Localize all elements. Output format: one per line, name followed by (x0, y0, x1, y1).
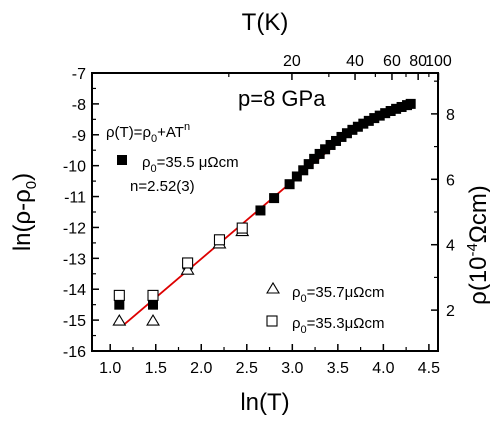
filled-square-point (298, 165, 309, 176)
right-axis-label: ρ(10-4Ωcm) (464, 185, 490, 305)
open-square-point (147, 289, 159, 301)
bottom-axis-ticks: 1.0 1.5 2.0 2.5 3.0 3.5 4.0 4.5 (99, 344, 440, 377)
filled-square-point (303, 159, 314, 170)
open-triangle-point (180, 263, 195, 275)
filled-square-point (352, 121, 363, 132)
filled-square-point (363, 115, 374, 126)
legend-filled-square-marker (117, 155, 127, 165)
filled-square-point (369, 113, 380, 124)
filled-square-point (331, 135, 342, 146)
rho0-main-annotation: ρ0=35.5 μΩcm (142, 154, 239, 175)
top-tick-label: 60 (383, 53, 401, 70)
open-triangle-point (112, 314, 127, 326)
open-square-point (113, 289, 125, 301)
filled-square-point (405, 98, 416, 109)
filled-square-point (374, 110, 385, 121)
filled-square-point (255, 205, 266, 216)
x-tick-label: 1.0 (99, 360, 121, 377)
open-triangle-point (146, 314, 160, 326)
filled-square-point (148, 299, 159, 310)
right-tick-label: 2 (446, 303, 455, 320)
filled-square-point (336, 131, 347, 142)
right-tick-label: 4 (446, 238, 455, 255)
x-tick-label: 2.5 (236, 360, 258, 377)
rho0-triangle-annotation: ρ0=35.7μΩcm (292, 284, 384, 305)
x-tick-label: 3.5 (327, 360, 349, 377)
pressure-annotation: p=8 GPa (238, 86, 326, 111)
filled-square-point (284, 179, 295, 190)
filled-square-point (325, 139, 336, 150)
y-tick-label: -10 (63, 159, 86, 176)
y-tick-label: -14 (63, 282, 86, 299)
x-axis-label: ln(T) (240, 389, 289, 416)
y-tick-label: -11 (64, 190, 86, 207)
y-tick-label: -9 (72, 128, 86, 145)
filled-square-point (309, 153, 320, 164)
formula-annotation: ρ(T)=ρ0+ATn (106, 121, 190, 145)
open-square-point (236, 222, 248, 234)
series-marks (112, 98, 416, 326)
filled-square-point (358, 118, 369, 129)
filled-square-point (380, 108, 391, 119)
top-tick-label: 40 (346, 53, 364, 70)
filled-square-point (391, 103, 402, 114)
open-square-point (182, 257, 194, 269)
x-tick-label: 1.5 (145, 360, 167, 377)
top-tick-label: 80 (409, 53, 427, 70)
right-tick-label: 6 (446, 172, 455, 189)
filled-square-point (347, 124, 358, 135)
filled-square-point (320, 144, 331, 155)
right-axis-ticks: 2 4 6 8 (431, 80, 455, 320)
y-tick-label: -16 (63, 344, 86, 361)
x-tick-label: 3.0 (281, 360, 303, 377)
y-tick-label: -13 (63, 251, 86, 268)
filled-square-point (114, 299, 125, 310)
filled-square-point (314, 148, 325, 159)
top-tick-label: 100 (425, 53, 452, 70)
legend-triangle-marker (266, 281, 280, 294)
filled-square-point (385, 105, 396, 116)
top-tick-label: 20 (283, 53, 301, 70)
x-tick-label: 4.5 (418, 360, 440, 377)
left-axis-label: ln(ρ-ρ0) (9, 173, 40, 251)
legend-open-square-marker (266, 315, 278, 327)
n-value-annotation: n=2.52(3) (130, 178, 195, 195)
left-axis-ticks: -7 -8 -9 -10 -11 -12 -13 -14 -15 -16 (63, 66, 99, 361)
top-axis-label: T(K) (242, 9, 289, 36)
open-square-point (213, 234, 226, 246)
filled-square-point (269, 193, 280, 204)
y-tick-label: -7 (72, 66, 86, 83)
x-tick-label: 2.0 (190, 360, 212, 377)
x-tick-label: 4.0 (372, 360, 394, 377)
filled-square-point (396, 101, 407, 112)
right-tick-label: 8 (446, 107, 455, 124)
y-tick-label: -15 (63, 313, 86, 330)
filled-square-point (341, 128, 352, 139)
rho0-square-annotation: ρ0=35.3μΩcm (292, 315, 384, 336)
y-tick-label: -12 (63, 220, 86, 237)
filled-square-point (291, 171, 302, 182)
y-tick-label: -8 (72, 97, 86, 114)
